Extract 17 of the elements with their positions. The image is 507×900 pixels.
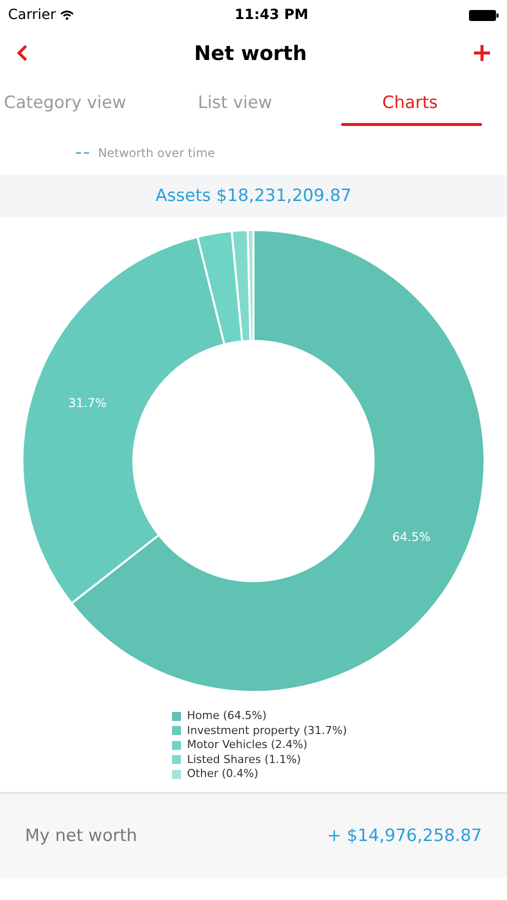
text: Charts	[382, 92, 438, 112]
legend-label: Other (0.4%)	[187, 767, 258, 782]
legend-label: Motor Vehicles (2.4%)	[187, 738, 308, 752]
legend-label: Listed Shares (1.1%)	[187, 752, 301, 767]
text: 11:43 PM	[234, 7, 308, 23]
data-label: 31.7%	[68, 396, 107, 410]
chart-title: Assets $18,231,209.87	[0, 175, 507, 217]
data-label: 64.5%	[392, 530, 430, 544]
text: List view	[198, 92, 272, 112]
text: Category view	[4, 92, 126, 112]
text: Carrier	[8, 7, 56, 23]
legend-label: Home (64.5%)	[187, 709, 267, 724]
text: Net worth	[194, 40, 307, 64]
text: My net worth	[25, 826, 138, 846]
text: Networth over time	[98, 146, 215, 160]
text: + $14,976,258.87	[327, 826, 482, 846]
legend-label: Investment property (31.7%)	[187, 724, 347, 738]
